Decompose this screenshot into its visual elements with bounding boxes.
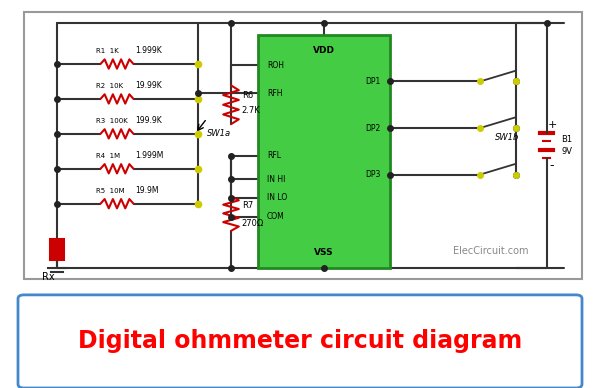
Text: IN LO: IN LO <box>267 193 287 203</box>
Text: 1.999K: 1.999K <box>135 47 162 55</box>
Text: ROH: ROH <box>267 61 284 70</box>
Text: 19.99K: 19.99K <box>135 81 162 90</box>
Text: DP3: DP3 <box>365 170 381 179</box>
Text: +: + <box>547 120 557 130</box>
Text: SW1b: SW1b <box>495 133 520 142</box>
Text: B1: B1 <box>561 135 572 144</box>
Text: R5  10M: R5 10M <box>96 188 125 194</box>
Text: VDD: VDD <box>313 46 335 55</box>
Bar <box>50 239 64 260</box>
Bar <box>24 12 582 279</box>
Text: R2  10K: R2 10K <box>96 83 123 89</box>
Text: 19.9M: 19.9M <box>135 186 158 195</box>
Text: 2.7K: 2.7K <box>242 106 260 115</box>
Text: RFH: RFH <box>267 88 283 98</box>
Text: 9V: 9V <box>561 147 572 156</box>
Text: R7: R7 <box>242 201 253 210</box>
FancyBboxPatch shape <box>18 295 582 388</box>
Text: VSS: VSS <box>314 248 334 257</box>
Text: SW1a: SW1a <box>207 129 231 139</box>
Text: DP1: DP1 <box>366 77 381 86</box>
Text: Digital ohmmeter circuit diagram: Digital ohmmeter circuit diagram <box>78 329 522 353</box>
Text: 199.9K: 199.9K <box>135 116 162 125</box>
Text: R6: R6 <box>242 90 253 100</box>
Bar <box>258 35 390 268</box>
Text: Rx: Rx <box>42 272 55 282</box>
Text: -: - <box>550 159 554 172</box>
Text: DP2: DP2 <box>366 123 381 133</box>
Text: R1  1K: R1 1K <box>96 48 119 54</box>
Text: R4  1M: R4 1M <box>96 153 120 159</box>
Text: RFL: RFL <box>267 151 281 161</box>
Text: 1.999M: 1.999M <box>135 151 163 160</box>
Text: ElecCircuit.com: ElecCircuit.com <box>452 246 528 256</box>
Text: R3  100K: R3 100K <box>96 118 128 124</box>
Text: 270Ω: 270Ω <box>242 218 264 228</box>
Text: COM: COM <box>267 212 285 221</box>
Text: IN HI: IN HI <box>267 175 286 184</box>
